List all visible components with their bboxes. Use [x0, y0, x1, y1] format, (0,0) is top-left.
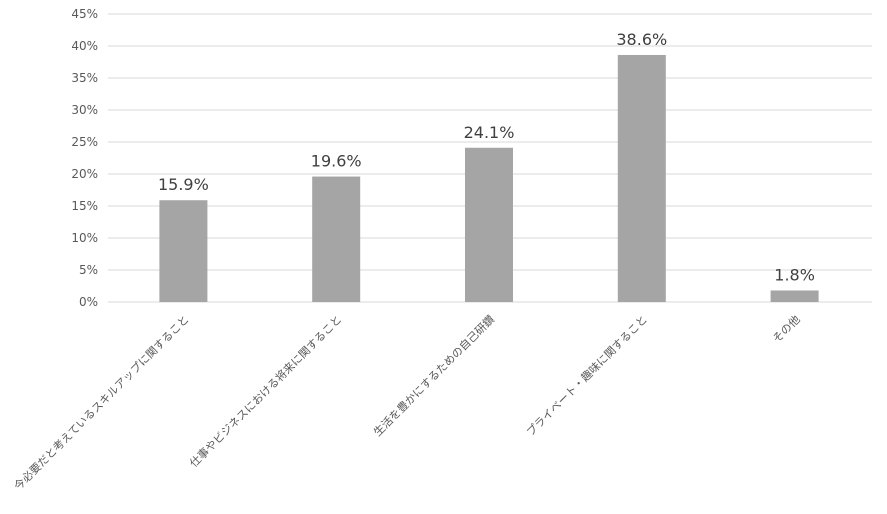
- data-label: 38.6%: [616, 30, 667, 49]
- x-tick-label: 生活を豊かにするための自己研鑽: [370, 312, 497, 439]
- y-tick-label: 40%: [71, 39, 98, 53]
- x-tick-label: その他: [770, 313, 803, 346]
- data-label: 19.6%: [311, 152, 362, 171]
- x-axis: 今必要だと考えているスキルアップに関すること仕事やビジネスにおける将来に関するこ…: [11, 312, 803, 493]
- y-tick-label: 5%: [79, 263, 98, 277]
- y-tick-label: 0%: [79, 295, 98, 309]
- y-tick-label: 25%: [71, 135, 98, 149]
- y-tick-label: 35%: [71, 71, 98, 85]
- y-tick-label: 10%: [71, 231, 98, 245]
- x-tick-label: プライベート・趣味に関すること: [523, 312, 650, 439]
- bar: [617, 54, 666, 303]
- data-label: 15.9%: [158, 175, 209, 194]
- bar: [770, 290, 819, 302]
- y-tick-label: 20%: [71, 167, 98, 181]
- data-labels: 15.9% 19.6% 24.1% 38.6% 1.8%: [158, 30, 815, 285]
- bar: [159, 200, 208, 302]
- x-tick-label: 仕事やビジネスにおける将来に関すること: [187, 313, 344, 470]
- bars: [159, 54, 819, 303]
- bar: [312, 176, 361, 302]
- x-tick-label: 今必要だと考えているスキルアップに関すること: [11, 312, 192, 493]
- y-tick-label: 30%: [71, 103, 98, 117]
- bar: [465, 147, 513, 302]
- y-axis: 0% 5% 10% 15% 20% 25% 30% 35% 40% 45%: [71, 7, 98, 309]
- data-label: 24.1%: [464, 123, 515, 142]
- y-tick-label: 45%: [71, 7, 98, 21]
- y-tick-label: 15%: [71, 199, 98, 213]
- data-label: 1.8%: [774, 265, 815, 284]
